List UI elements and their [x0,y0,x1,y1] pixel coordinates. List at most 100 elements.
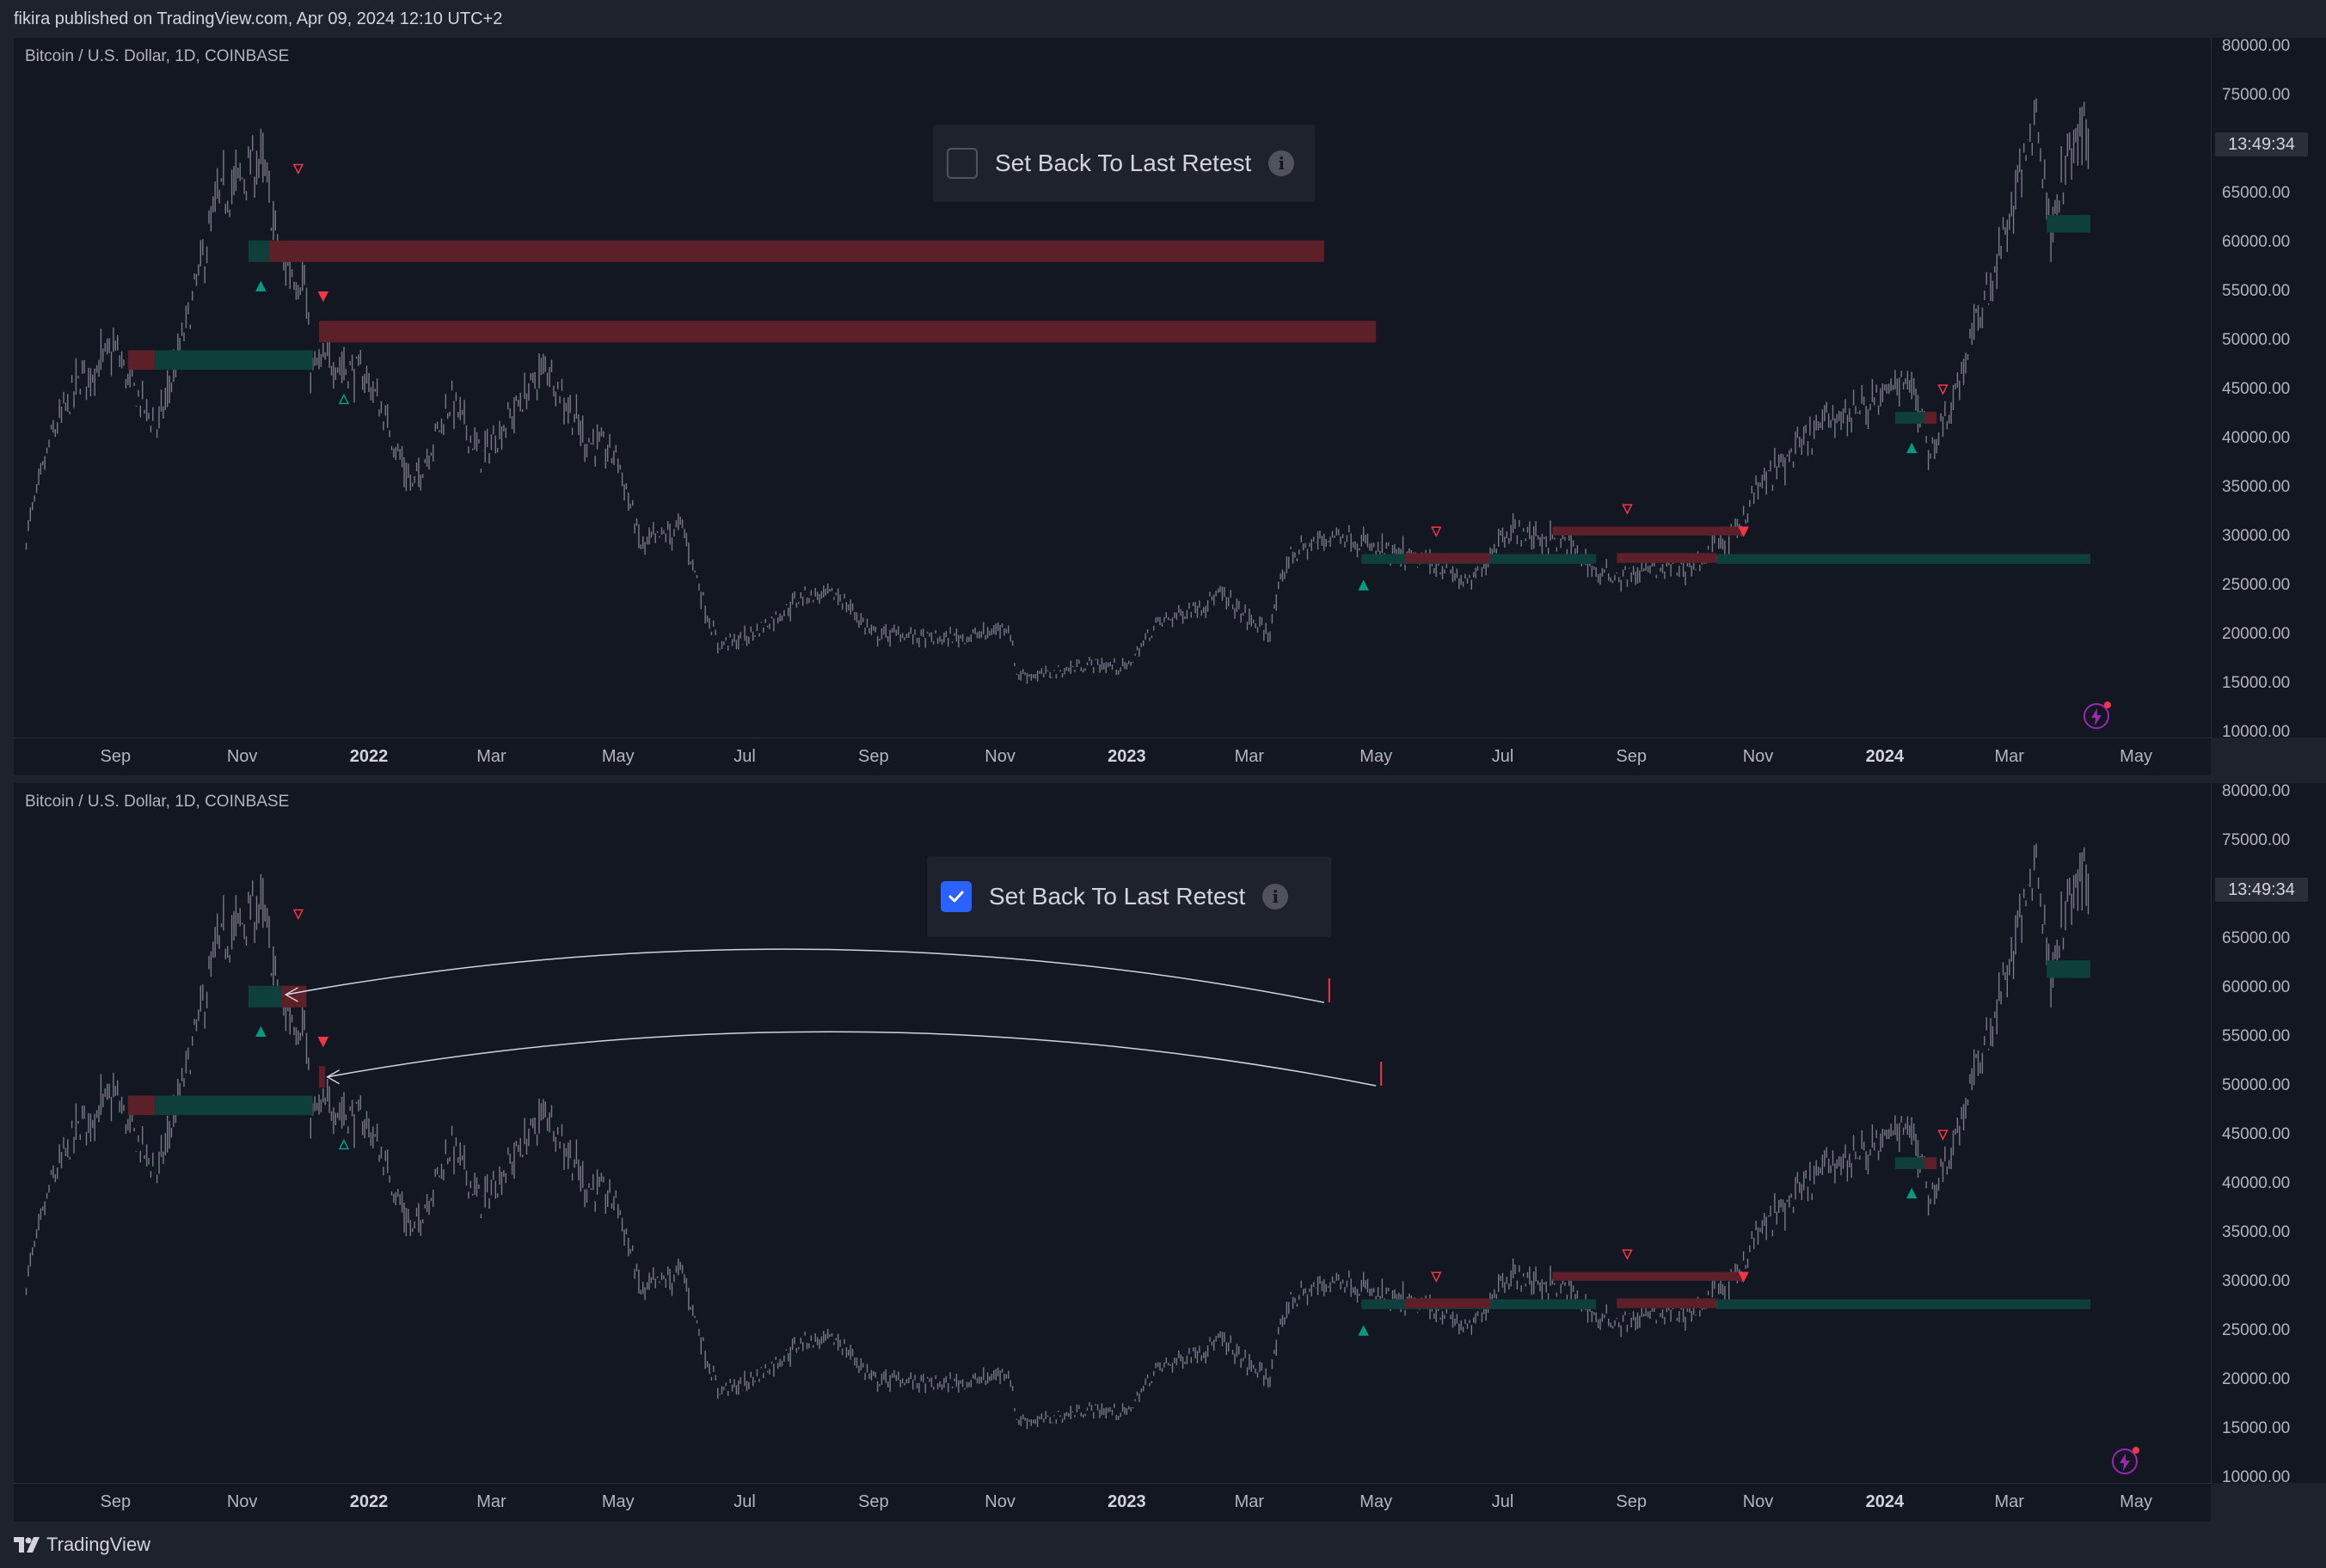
time-tick-label: May [2120,1492,2152,1511]
time-tick-label: Nov [1742,747,1774,766]
price-tick-label: 55000.00 [2222,1027,2291,1045]
time-tick-label: Mar [1994,747,2024,766]
bearish-marker [1937,384,1949,395]
retest-checkbox-unchecked[interactable] [947,148,978,179]
setting-label: Set Back To Last Retest [995,150,1252,176]
bearish-zone [127,1095,156,1116]
bearish-zone [1924,412,1937,424]
price-tick-label: 65000.00 [2222,929,2291,947]
time-axis-top[interactable]: Sep Nov 2022 Mar May Jul Sep Nov 2023 Mar May Jul Se… [14,738,2211,776]
time-tick-label: Sep [857,747,889,766]
price-tick-label: 40000.00 [2222,429,2291,447]
time-tick-label: 2024 [1865,1492,1905,1511]
retest-checkbox-checked[interactable] [941,881,972,912]
time-tick-label: Mar [1234,747,1265,766]
symbol-title: Bitcoin / U.S. Dollar, 1D, COINBASE [25,47,290,65]
time-tick-label: Mar [1994,1492,2024,1511]
retest-arrow [285,948,1324,1003]
price-tick-label: 50000.00 [2222,331,2291,349]
info-icon[interactable]: i [1262,884,1289,910]
bearish-marker [1431,526,1442,537]
lightning-icon[interactable] [2084,701,2111,729]
bearish-marker [317,291,329,303]
publish-info: fikira published on TradingView.com, Apr… [14,9,503,28]
arrow-head [326,1069,341,1085]
price-axis-bottom[interactable]: 80000.0075000.0070000.0065000.0060000.00… [2211,782,2326,1486]
bearish-marker [292,909,304,921]
bearish-zone [1405,553,1491,563]
price-tick-label: 20000.00 [2222,625,2291,643]
price-tick-label: 55000.00 [2222,282,2291,300]
price-tick-label: 15000.00 [2222,674,2291,692]
bullish-zone [1716,554,2090,564]
bullish-marker [255,280,267,292]
tradingview-logo[interactable]: TradingView [14,1534,150,1556]
pane-separator[interactable] [0,775,2326,783]
countdown-label: 13:49:34 [2215,878,2308,902]
bearish-zone [281,985,307,1008]
price-tick-label: 10000.00 [2222,1468,2291,1486]
bullish-marker [1358,579,1369,591]
bullish-marker [1906,442,1918,454]
time-tick-label: Jul [1491,1492,1514,1511]
price-tick-label: 30000.00 [2222,527,2291,545]
price-tick-label: 35000.00 [2222,478,2291,496]
time-tick-label: 2023 [1108,747,1146,766]
time-tick-label: Sep [100,1492,132,1511]
countdown-label: 13:49:34 [2215,132,2308,156]
time-tick-label: Sep [1616,747,1648,766]
bullish-zone [1716,1299,2090,1309]
time-tick-label: Mar [476,747,506,766]
bearish-zone [127,350,156,371]
bearish-zone [318,321,1377,343]
bullish-zone [248,240,270,262]
bearish-marker [1937,1130,1949,1141]
bearish-marker [1738,1271,1749,1283]
bearish-marker [1738,526,1749,537]
time-tick-label: Sep [100,747,132,766]
bullish-marker [338,1138,350,1150]
price-tick-label: 30000.00 [2222,1272,2291,1290]
bearish-marker [292,163,304,175]
price-series [25,98,2090,684]
arrow-head [284,987,298,1002]
price-tick-label: 20000.00 [2222,1370,2291,1388]
time-tick-label: Jul [733,1492,756,1511]
time-tick-label: 2022 [349,1492,389,1511]
time-axis-bottom[interactable]: Sep Nov 2022 Mar May Jul Sep Nov 2023 Mar May Jul Se… [14,1483,2211,1522]
retest-arrow [327,1031,1377,1087]
bullish-zone [248,985,282,1008]
bullish-marker [338,393,350,405]
time-tick-label: May [601,747,635,766]
brand-name: TradingView [46,1534,151,1555]
bearish-marker [1431,1271,1442,1283]
price-tick-label: 45000.00 [2222,1125,2291,1143]
bullish-marker [1906,1187,1918,1199]
time-tick-label: 2023 [1108,1492,1146,1511]
time-tick-label: Nov [226,1492,258,1511]
time-tick-label: May [2120,747,2152,766]
price-axis-top[interactable]: 80000.0075000.0070000.0065000.0060000.00… [2211,37,2326,741]
price-series [25,843,2090,1430]
lightning-icon[interactable] [2112,1447,2139,1474]
price-chart-svg [25,843,2090,1430]
bearish-zone [1405,1298,1491,1308]
time-tick-label: 2024 [1865,747,1905,766]
price-tick-label: 35000.00 [2222,1223,2291,1241]
time-tick-label: May [1359,747,1393,766]
time-tick-label: Sep [1616,1492,1648,1511]
price-chart-svg [25,98,2090,684]
price-tick-label: 45000.00 [2222,380,2291,398]
time-tick-label: 2022 [349,747,389,766]
bullish-zone [2047,215,2090,233]
bullish-zone [2047,960,2090,978]
publish-header: fikira published on TradingView.com, Apr… [0,0,2326,38]
footer-bar: TradingView [0,1522,2326,1568]
bearish-zone [1617,1298,1717,1308]
bullish-zone [155,1095,313,1116]
price-tick-label: 25000.00 [2222,576,2291,594]
bearish-zone [1617,553,1717,563]
time-tick-label: Nov [1742,1492,1774,1511]
time-tick-label: Jul [733,747,756,766]
info-icon[interactable]: i [1268,150,1295,176]
